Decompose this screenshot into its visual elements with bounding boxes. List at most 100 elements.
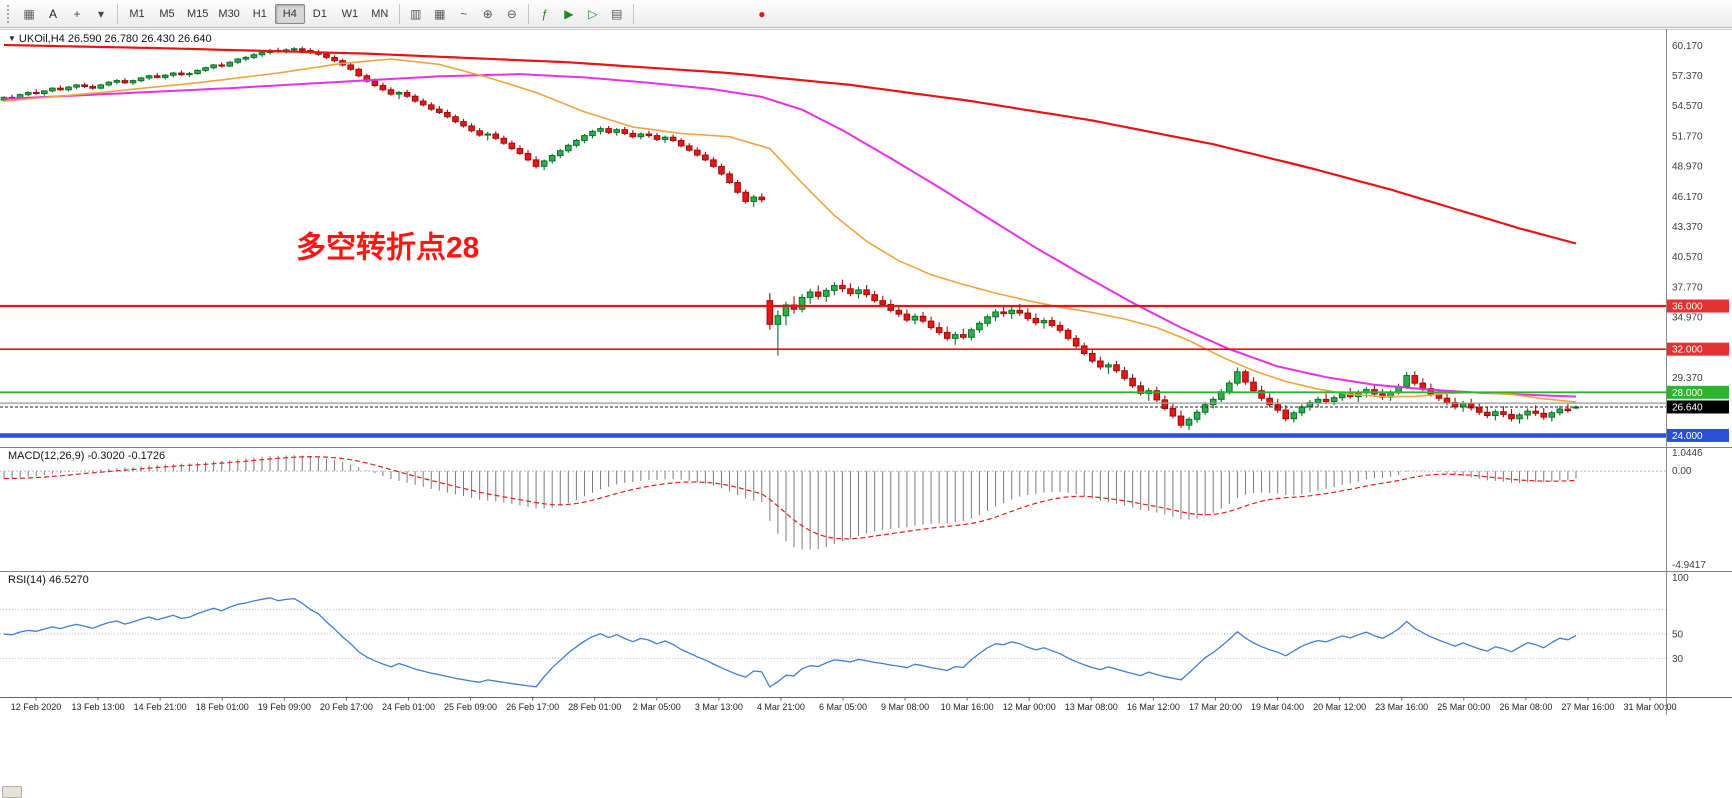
time-label: 14 Feb 21:00 — [134, 702, 187, 712]
collapse-triangle-icon[interactable]: ▼ — [8, 34, 16, 43]
time-label: 31 Mar 00:00 — [1623, 702, 1676, 712]
chart-title: ▼ UKOil,H4 26.590 26.780 26.430 26.640 — [8, 33, 212, 45]
rsi-line — [3, 597, 1577, 688]
time-label: 9 Mar 08:00 — [881, 702, 929, 712]
macd-histogram — [3, 455, 1577, 550]
time-label: 2 Mar 05:00 — [633, 702, 681, 712]
time-label: 23 Mar 16:00 — [1375, 702, 1428, 712]
svg-text:1.0446: 1.0446 — [1672, 448, 1703, 459]
time-label: 25 Mar 00:00 — [1437, 702, 1490, 712]
svg-text:60.170: 60.170 — [1672, 41, 1703, 52]
svg-text:57.370: 57.370 — [1672, 71, 1703, 82]
text-label-icon[interactable]: A — [48, 6, 57, 21]
toolbar-grip[interactable] — [7, 4, 14, 23]
timeframe-h1-button[interactable]: H1 — [252, 7, 267, 20]
bar-chart-icon[interactable]: ▥ — [410, 6, 422, 21]
price-axis-labels: 60.170 57.370 54.570 51.770 48.970 46.170 43.3… — [1672, 41, 1703, 384]
svg-text:-4.9417: -4.9417 — [1672, 560, 1706, 571]
bottom-strip — [0, 715, 1732, 798]
candlestick-chart-icon[interactable]: ▦ — [434, 6, 446, 21]
time-label: 19 Mar 04:00 — [1251, 702, 1304, 712]
svg-text:29.370: 29.370 — [1672, 373, 1703, 384]
timeframe-m30-button[interactable]: M30 — [218, 7, 240, 20]
svg-text:43.370: 43.370 — [1672, 222, 1703, 233]
svg-text:28.000: 28.000 — [1672, 388, 1703, 399]
svg-text:54.570: 54.570 — [1672, 101, 1703, 112]
grid-icon[interactable]: ▤ — [611, 6, 623, 21]
svg-text:50: 50 — [1672, 630, 1684, 641]
line-chart-icon[interactable]: ~ — [460, 6, 468, 21]
svg-text:40.570: 40.570 — [1672, 252, 1703, 263]
chart-annotation: 多空转折点28 — [296, 231, 479, 264]
time-label: 4 Mar 21:00 — [757, 702, 805, 712]
toolbar-separator — [527, 3, 529, 24]
time-label: 6 Mar 05:00 — [819, 702, 867, 712]
macd-panel[interactable]: 1.0446 0.00 -4.9417 — [0, 447, 1732, 571]
new-order-icon[interactable]: ● — [758, 6, 766, 21]
svg-text:36.000: 36.000 — [1672, 302, 1703, 313]
timeframe-m5-button[interactable]: M5 — [159, 7, 175, 20]
toolbar-separator — [632, 3, 634, 24]
time-label: 13 Feb 13:00 — [72, 702, 125, 712]
timeframe-m1-button[interactable]: M1 — [129, 7, 145, 20]
mid-ma — [3, 73, 1577, 398]
charts-grid-icon[interactable]: ▦ — [23, 6, 35, 21]
chart-shift-icon[interactable]: ▷ — [588, 6, 598, 21]
svg-text:51.770: 51.770 — [1672, 131, 1703, 142]
svg-text:32.000: 32.000 — [1672, 345, 1703, 356]
svg-text:48.970: 48.970 — [1672, 162, 1703, 173]
time-label: 13 Mar 08:00 — [1065, 702, 1118, 712]
time-label: 18 Feb 01:00 — [196, 702, 249, 712]
status-corner-widget — [2, 786, 22, 798]
fast-ma — [3, 58, 1577, 403]
time-label: 12 Feb 2020 — [11, 702, 62, 712]
svg-text:24.000: 24.000 — [1672, 431, 1703, 442]
time-label: 17 Mar 20:00 — [1189, 702, 1242, 712]
zoom-in-icon[interactable]: ⊕ — [482, 6, 493, 21]
time-axis[interactable]: 12 Feb 2020 13 Feb 13:00 14 Feb 21:00 18 Fe… — [0, 697, 1732, 715]
macd-signal-line — [4, 456, 1577, 540]
timeframe-m15-button[interactable]: M15 — [187, 7, 209, 20]
candlesticks — [0, 46, 1580, 431]
zoom-out-icon[interactable]: ⊖ — [506, 6, 517, 21]
time-label: 3 Mar 13:00 — [695, 702, 743, 712]
toolbar-separator — [398, 3, 400, 24]
svg-text:26.640: 26.640 — [1672, 402, 1703, 413]
dropdown-caret-icon[interactable]: ▾ — [97, 6, 105, 21]
svg-text:46.170: 46.170 — [1672, 192, 1703, 203]
time-label: 26 Mar 08:00 — [1499, 702, 1552, 712]
time-label: 25 Feb 09:00 — [444, 702, 497, 712]
time-label: 28 Feb 01:00 — [568, 702, 621, 712]
symbol-ohlc-text: UKOil,H4 26.590 26.780 26.430 26.640 — [18, 33, 212, 45]
svg-text:34.970: 34.970 — [1672, 313, 1703, 324]
time-label: 19 Feb 09:00 — [258, 702, 311, 712]
time-label: 16 Mar 12:00 — [1127, 702, 1180, 712]
time-label: 26 Feb 17:00 — [506, 702, 559, 712]
price-tags: 36.000 32.000 28.000 24.000 26.640 — [1667, 299, 1729, 442]
toolbar-separator — [117, 3, 118, 24]
time-label: 12 Mar 00:00 — [1003, 702, 1056, 712]
rsi-indicator-label: RSI(14) 46.5270 — [8, 574, 89, 586]
timeframe-w1-button[interactable]: W1 — [341, 7, 359, 20]
toolbar: ▦ A + ▾ M1 M5 M15 M30 H1 H4 D1 W1 MN ▥ ▦ ~ ⊕ ⊖ ƒ ▶ ▷ ▤ ● — [0, 0, 1732, 28]
crosshair-icon[interactable]: + — [73, 6, 81, 21]
slow-ma — [3, 43, 1577, 245]
auto-scroll-icon[interactable]: ▶ — [564, 6, 574, 21]
svg-text:100: 100 — [1672, 573, 1689, 584]
main-price-chart[interactable]: 多空转折点28 60.170 57.370 54.570 51.770 48.970 46.… — [0, 29, 1732, 447]
horizontal-level-lines — [0, 304, 1666, 438]
time-label: 20 Feb 17:00 — [320, 702, 373, 712]
time-label: 10 Mar 16:00 — [941, 702, 994, 712]
timeframe-d1-button[interactable]: D1 — [312, 7, 327, 20]
time-label: 20 Mar 12:00 — [1313, 702, 1366, 712]
time-label: 24 Feb 01:00 — [382, 702, 435, 712]
rsi-panel[interactable]: 100 50 30 — [0, 571, 1732, 697]
indicators-icon[interactable]: ƒ — [541, 6, 549, 21]
timeframe-h4-button[interactable]: H4 — [274, 3, 305, 24]
svg-text:30: 30 — [1672, 654, 1684, 665]
timeframe-mn-button[interactable]: MN — [371, 7, 389, 20]
time-label: 27 Mar 16:00 — [1561, 702, 1614, 712]
svg-text:37.770: 37.770 — [1672, 282, 1703, 293]
svg-text:0.00: 0.00 — [1672, 466, 1692, 477]
